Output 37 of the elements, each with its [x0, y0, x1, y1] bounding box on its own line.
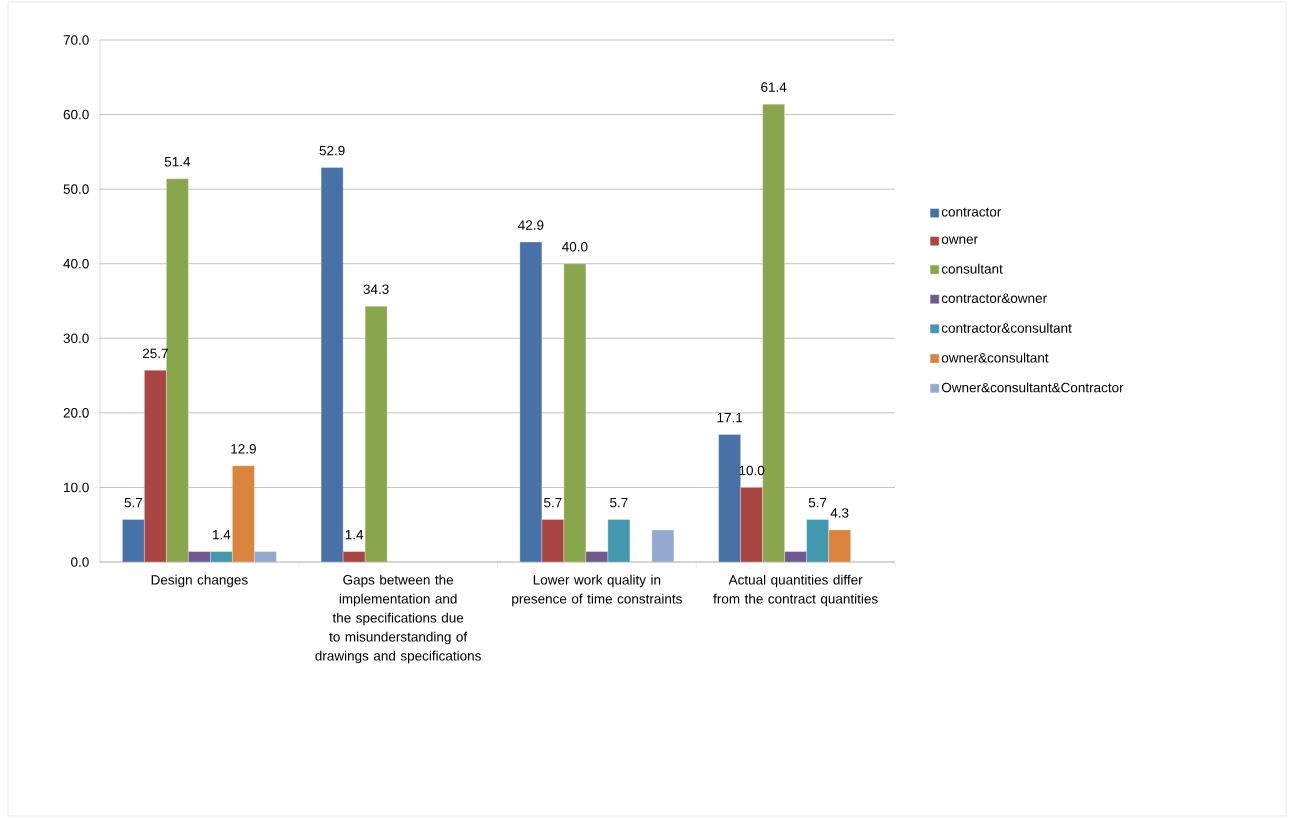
data-label: 52.9 [319, 145, 345, 156]
data-label: 17.1 [717, 413, 743, 423]
data-label: 42.9 [518, 220, 544, 230]
y-tick-label: 40.0 [63, 258, 89, 269]
data-label: 5.7 [808, 497, 827, 508]
data-label: 5.7 [610, 497, 628, 508]
legend-label: Owner&consultant&Contractor [941, 382, 1124, 393]
y-tick-label: 20.0 [63, 408, 89, 418]
legend-label: contractor&owner [941, 293, 1047, 303]
data-label: 61.4 [761, 82, 787, 92]
x-tick-label: Lower work quality in presence of time constraints [512, 574, 682, 607]
legend-label: owner&consultant [941, 352, 1049, 363]
legend-label: consultant [941, 263, 1003, 274]
y-tick-label: 50.0 [63, 184, 89, 194]
legend-label: owner [941, 236, 978, 244]
y-tick-label: 10.0 [64, 482, 89, 493]
bar [563, 263, 587, 562]
y-tick-label: 60.0 [63, 109, 89, 120]
y-tick-label: 70.0 [63, 35, 89, 45]
legend-label: contractor&consultant [941, 322, 1072, 333]
data-label: 40.0 [562, 241, 588, 252]
data-label: 4.3 [830, 508, 849, 518]
data-label: 51.4 [164, 157, 191, 167]
data-label: 34.3 [363, 284, 389, 295]
data-label: 12.9 [231, 444, 256, 454]
x-tick-label: Gaps between the implementation and the specifications due to misunderstanding of drawings and specifications [315, 574, 481, 664]
data-label: 1.4 [213, 530, 231, 540]
x-tick-label: Actual quantities differ from the contract quantities [713, 574, 878, 607]
data-label: 1.4 [345, 530, 364, 540]
legend-label: contractor [941, 207, 1002, 217]
data-label: 5.7 [544, 497, 562, 508]
x-tick-label: Design changes [151, 574, 248, 588]
y-tick-label: 30.0 [63, 333, 89, 344]
y-tick-label: 0.0 [71, 557, 89, 567]
data-label: 5.7 [124, 497, 143, 508]
bar [364, 306, 388, 562]
bar [166, 178, 189, 562]
